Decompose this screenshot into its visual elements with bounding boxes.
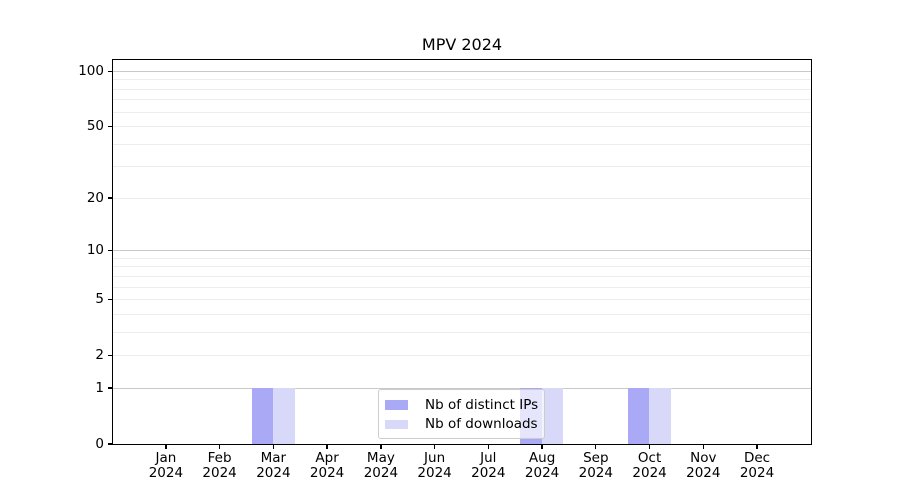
x-tick-mark	[595, 444, 597, 449]
x-tick-label: Jul 2024	[471, 450, 506, 481]
x-tick-label: Jan 2024	[148, 450, 184, 481]
y-tick-mark	[108, 387, 113, 389]
legend-swatch-downloads-icon	[385, 419, 408, 429]
minor-gridline	[112, 143, 812, 145]
x-tick-label: Sep 2024	[578, 450, 613, 481]
legend-label-downloads: Nb of downloads	[425, 416, 538, 433]
minor-gridline	[112, 99, 812, 101]
y-tick-label: 100	[78, 63, 104, 80]
y-tick-label: 5	[95, 291, 104, 308]
y-tick-mark	[108, 125, 113, 128]
major-gridline	[112, 387, 812, 389]
minor-gridline	[112, 79, 812, 81]
minor-gridline	[112, 299, 812, 301]
plot-area	[111, 58, 813, 446]
x-tick-label: Nov 2024	[686, 450, 721, 481]
x-tick-label: May 2024	[363, 450, 399, 481]
legend-item-distinct-ips: Nb of distinct IPs	[385, 395, 539, 415]
legend-swatch-distinct-ips-icon	[385, 400, 408, 410]
minor-gridline	[112, 313, 812, 315]
y-tick-label: 50	[86, 118, 104, 135]
minor-gridline	[112, 126, 812, 128]
x-tick-mark	[272, 444, 275, 449]
minor-gridline	[112, 286, 812, 288]
x-tick-mark	[756, 444, 758, 449]
y-tick-label: 10	[86, 242, 104, 259]
x-tick-mark	[380, 444, 382, 449]
y-tick-mark	[108, 197, 113, 199]
minor-gridline	[112, 257, 812, 259]
x-tick-mark	[433, 444, 436, 449]
x-tick-mark	[541, 444, 543, 449]
x-tick-label: Dec 2024	[739, 450, 775, 481]
minor-gridline	[112, 355, 812, 357]
y-tick-mark	[108, 443, 113, 445]
y-tick-mark	[108, 249, 113, 251]
x-tick-mark	[326, 444, 328, 449]
x-tick-mark	[165, 444, 167, 449]
x-tick-label: Apr 2024	[309, 450, 345, 481]
minor-gridline	[112, 275, 812, 277]
y-tick-label: 20	[86, 190, 104, 207]
x-tick-label: Jun 2024	[417, 450, 452, 481]
minor-gridline	[112, 331, 812, 333]
y-tick-label: 0	[95, 436, 104, 452]
minor-gridline	[112, 166, 812, 168]
x-tick-label: Mar 2024	[256, 450, 291, 481]
y-tick-label: 2	[95, 347, 104, 364]
major-gridline	[112, 250, 812, 252]
legend-label-distinct-ips: Nb of distinct IPs	[425, 396, 539, 413]
y-tick-mark	[108, 298, 113, 300]
bar-distinct-ips-oct-2024	[627, 387, 650, 444]
bar-downloads-mar-2024	[273, 387, 295, 444]
minor-gridline	[112, 266, 812, 268]
x-tick-label: Oct 2024	[632, 450, 667, 481]
x-tick-mark	[702, 444, 704, 449]
x-tick-label: Aug 2024	[524, 450, 560, 481]
y-tick-mark	[108, 70, 113, 72]
x-tick-label: Feb 2024	[202, 450, 237, 481]
minor-gridline	[112, 111, 812, 113]
y-tick-mark	[108, 354, 113, 356]
major-gridline	[112, 70, 812, 72]
y-tick-label: 1	[95, 380, 104, 396]
x-tick-mark	[487, 444, 489, 449]
x-tick-mark	[218, 444, 221, 449]
minor-gridline	[112, 88, 812, 90]
bar-downloads-aug-2024	[541, 387, 564, 444]
legend-item-downloads: Nb of downloads	[385, 415, 538, 435]
chart-title: MPV 2024	[421, 35, 503, 54]
bar-distinct-ips-mar-2024	[251, 387, 274, 444]
x-tick-mark	[648, 444, 651, 449]
legend: Nb of distinct IPs Nb of downloads	[378, 389, 545, 439]
minor-gridline	[112, 197, 812, 199]
bar-downloads-oct-2024	[649, 387, 671, 444]
